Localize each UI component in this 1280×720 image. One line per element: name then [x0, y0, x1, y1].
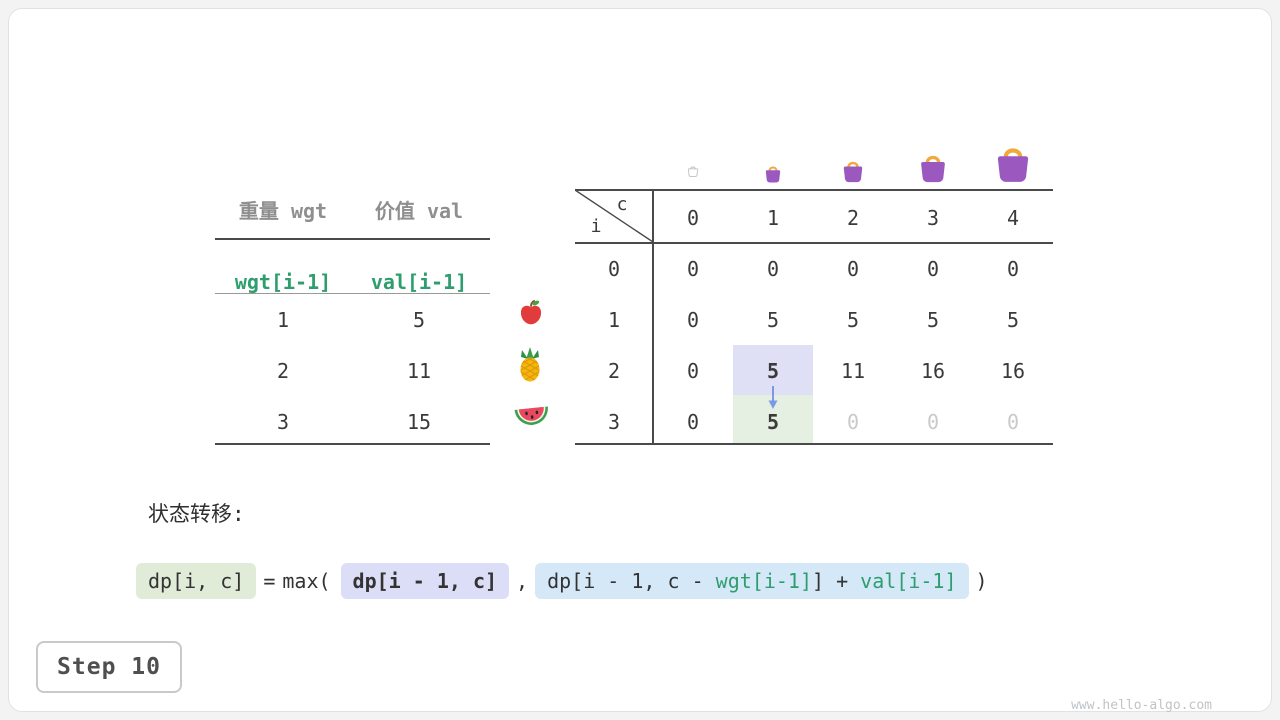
dp-cell-0-3: 0	[926, 257, 940, 281]
dp-col-header: 4	[1006, 206, 1020, 230]
items-header-rule	[215, 238, 490, 240]
dp-cell-1-0: 0	[686, 308, 700, 332]
item-row-wgt: 2	[276, 359, 290, 383]
item-row-wgt: 1	[276, 308, 290, 332]
formula-equals: =	[263, 569, 276, 593]
dp-row-header: 2	[607, 359, 621, 383]
take-val-term: val[i-1]	[860, 569, 957, 593]
dp-cell-0-0: 0	[686, 257, 700, 281]
bag-size-3-icon	[915, 150, 951, 183]
take-wgt-term: wgt[i-1]	[715, 569, 812, 593]
formula-max-open: max(	[282, 569, 331, 593]
take-prefix: dp[i - 1, c -	[547, 569, 716, 593]
dp-cell-0-1: 0	[766, 257, 780, 281]
dp-bottom-rule	[575, 443, 1053, 445]
dp-cell-2-3: 16	[920, 359, 946, 383]
transition-label: 状态转移:	[148, 502, 245, 526]
dp-cell-2-2: 11	[840, 359, 866, 383]
dp-cell-2-1: 5	[766, 359, 780, 383]
dp-corner-row-var: i	[590, 216, 602, 237]
item-row-wgt: 3	[276, 410, 290, 434]
dp-cell-3-1: 5	[766, 410, 780, 434]
dp-cell-1-1: 5	[766, 308, 780, 332]
dp-cell-1-3: 5	[926, 308, 940, 332]
formula-lhs-chip: dp[i, c]	[136, 563, 257, 599]
bag-empty-icon	[686, 164, 700, 177]
dp-row-header: 0	[607, 257, 621, 281]
dp-corner-diagonal	[575, 190, 653, 242]
dp-header-rule	[575, 242, 1053, 244]
dp-top-rule	[575, 189, 1053, 191]
pineapple-icon	[514, 347, 546, 383]
dp-vertical-rule	[652, 189, 654, 445]
dp-cell-2-0: 0	[686, 359, 700, 383]
dp-cell-0-2: 0	[846, 257, 860, 281]
dp-cell-3-3: 0	[926, 410, 940, 434]
dp-cell-1-2: 5	[846, 308, 860, 332]
items-header-value: 价值 val	[374, 199, 464, 223]
dp-corner-col-var: c	[616, 194, 628, 215]
dp-row-header: 1	[607, 308, 621, 332]
formula-option-take-chip: dp[i - 1, c - wgt[i-1]] + val[i-1]	[535, 563, 969, 599]
dp-cell-3-0: 0	[686, 410, 700, 434]
formula-option-keep-chip: dp[i - 1, c]	[340, 563, 510, 599]
arrow-down-icon	[763, 385, 783, 411]
items-formula-val: val[i-1]	[370, 270, 468, 294]
transition-formula: dp[i, c] = max( dp[i - 1, c] , dp[i - 1,…	[136, 560, 995, 602]
items-formula-rule	[215, 293, 490, 294]
take-mid: ] +	[812, 569, 861, 593]
item-row-val: 15	[406, 410, 432, 434]
items-formula-wgt: wgt[i-1]	[234, 270, 332, 294]
dp-col-header: 1	[766, 206, 780, 230]
dp-cell-0-4: 0	[1006, 257, 1020, 281]
dp-cell-1-4: 5	[1006, 308, 1020, 332]
items-bottom-rule	[215, 443, 490, 445]
apple-icon	[517, 299, 545, 327]
dp-cell-3-4: 0	[1006, 410, 1020, 434]
dp-cell-3-2: 0	[846, 410, 860, 434]
items-header-weight: 重量 wgt	[238, 199, 328, 223]
item-row-val: 11	[406, 359, 432, 383]
dp-cell-2-4: 16	[1000, 359, 1026, 383]
formula-comma: ,	[516, 569, 529, 593]
dp-col-header: 3	[926, 206, 940, 230]
dp-col-header: 2	[846, 206, 860, 230]
dp-row-header: 3	[607, 410, 621, 434]
watermark: www.hello-algo.com	[1071, 698, 1212, 713]
bag-size-2-icon	[839, 157, 867, 183]
bag-size-4-icon	[990, 141, 1036, 183]
watermelon-icon	[512, 402, 552, 429]
step-badge: Step 10	[36, 641, 182, 693]
formula-close-paren: )	[975, 569, 988, 593]
item-row-val: 5	[412, 308, 426, 332]
dp-col-header: 0	[686, 206, 700, 230]
bag-size-1-icon	[762, 163, 784, 183]
